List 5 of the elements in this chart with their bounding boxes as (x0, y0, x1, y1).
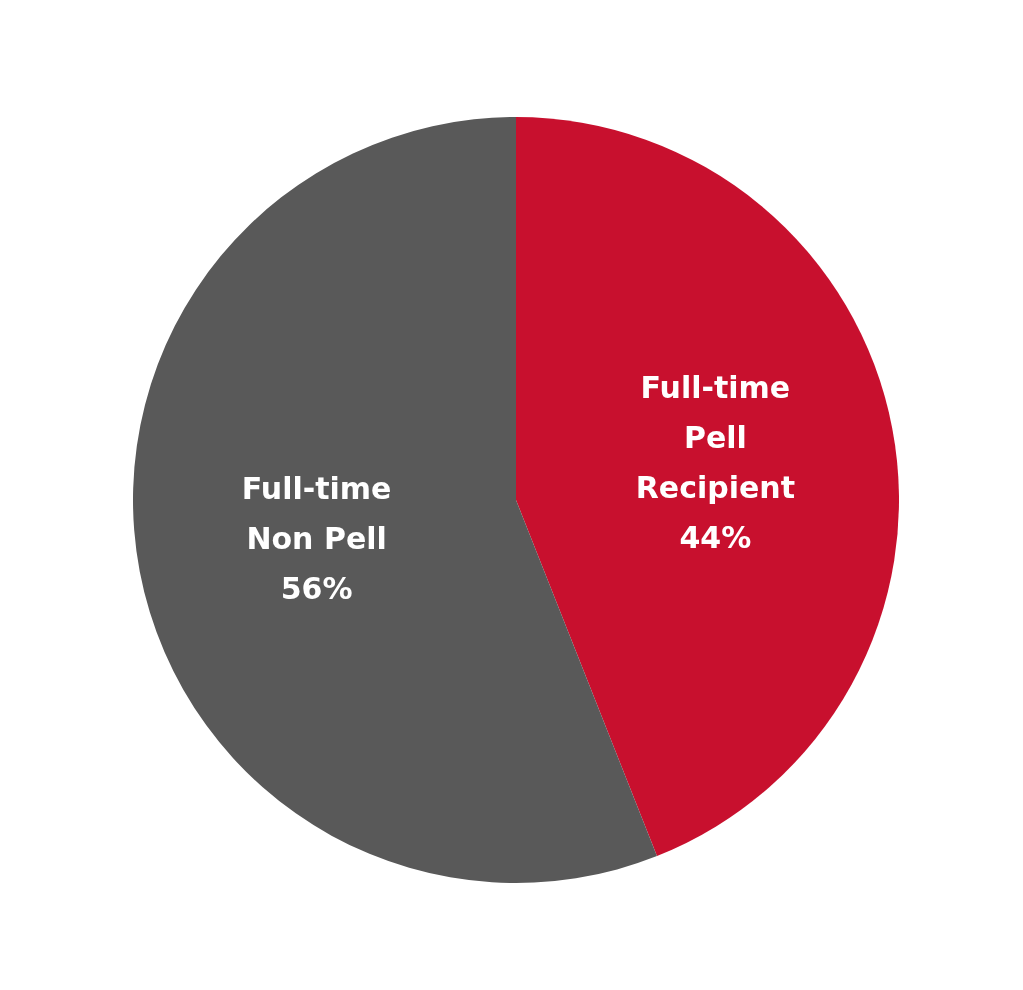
data-label: 44% (679, 519, 752, 555)
data-label: 56% (280, 570, 353, 606)
slice-label: Full-time Non Pell (241, 470, 392, 556)
pie-slice (516, 117, 899, 857)
slice-label: Full-time Pell Recipient (635, 369, 796, 505)
